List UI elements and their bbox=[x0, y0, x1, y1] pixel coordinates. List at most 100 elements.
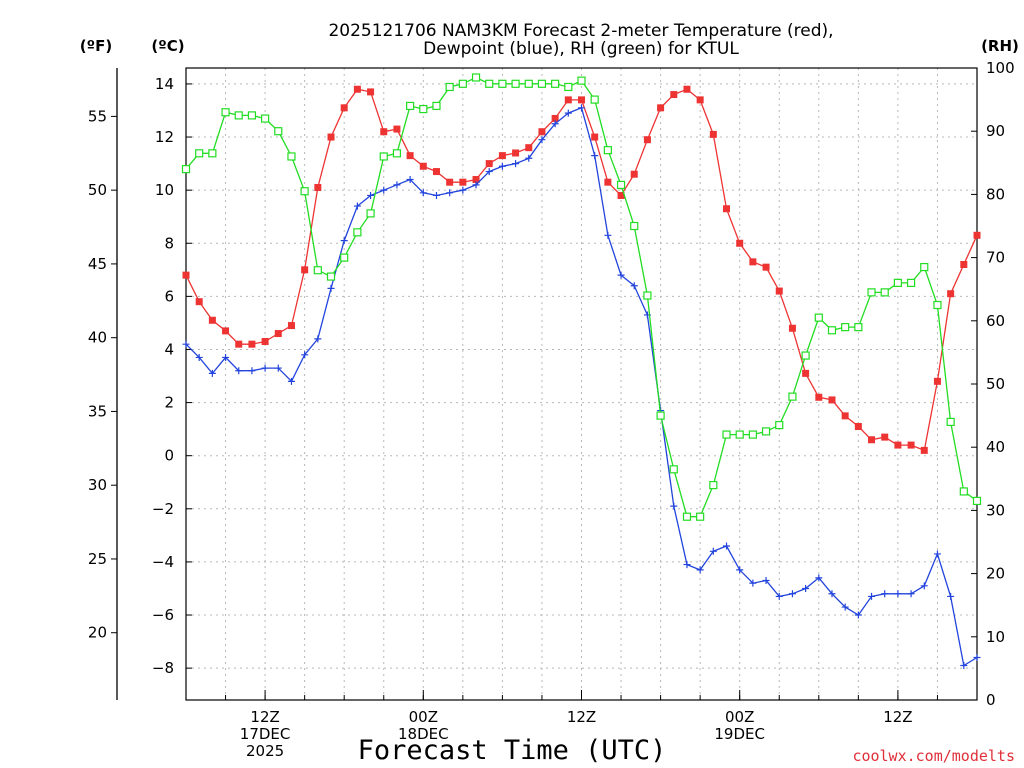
celsius-tick-label: 4 bbox=[164, 340, 174, 358]
fahrenheit-tick-label: 35 bbox=[88, 402, 107, 420]
temperature-point bbox=[353, 85, 361, 93]
dewpoint-point bbox=[208, 369, 216, 377]
x-tick-label: 17DEC bbox=[240, 725, 291, 743]
temperature-point bbox=[208, 316, 216, 324]
dewpoint-point bbox=[485, 168, 493, 176]
series-temperature bbox=[182, 85, 981, 454]
rh-point bbox=[181, 165, 191, 174]
celsius-tick-label: −2 bbox=[152, 500, 174, 518]
rh-axis-unit: (RH) bbox=[981, 37, 1019, 55]
temperature-point bbox=[380, 128, 388, 136]
rh-point bbox=[735, 430, 744, 439]
temperature-point bbox=[933, 377, 941, 385]
temperature-point bbox=[828, 396, 836, 404]
temperature-point bbox=[670, 91, 678, 99]
rh-point bbox=[946, 417, 955, 427]
rh-point bbox=[406, 101, 415, 111]
temperature-point bbox=[406, 152, 414, 160]
rh-point bbox=[775, 420, 784, 430]
dewpoint-point bbox=[670, 502, 678, 510]
x-axis-label: Forecast Time (UTC) bbox=[358, 735, 667, 766]
rh-tick-label: 100 bbox=[986, 59, 1015, 77]
temperature-point bbox=[459, 178, 467, 186]
rh-tick-label: 50 bbox=[986, 375, 1005, 393]
rh-point bbox=[366, 209, 375, 218]
dewpoint-point bbox=[709, 547, 717, 555]
rh-tick-label: 30 bbox=[986, 501, 1005, 519]
x-tick-label: 18DEC bbox=[398, 725, 449, 743]
rh-point bbox=[722, 430, 731, 439]
dewpoint-point bbox=[498, 162, 506, 170]
rh-point bbox=[748, 430, 757, 439]
temperature-point bbox=[617, 191, 625, 199]
temperature-point bbox=[788, 324, 796, 332]
temperature-point bbox=[802, 369, 810, 377]
dewpoint-point bbox=[973, 654, 981, 662]
rh-point bbox=[669, 465, 678, 474]
x-tick-label: 12Z bbox=[567, 708, 596, 726]
rh-point bbox=[537, 79, 547, 88]
rh-point bbox=[959, 487, 968, 496]
temperature-point bbox=[947, 290, 955, 298]
dewpoint-point bbox=[630, 282, 638, 290]
dewpoint-point bbox=[920, 582, 928, 590]
x-tick-label: 2025 bbox=[246, 742, 284, 760]
fahrenheit-tick-label: 30 bbox=[88, 476, 107, 494]
rh-point bbox=[287, 152, 296, 161]
rh-point bbox=[788, 392, 797, 401]
temperature-point bbox=[657, 104, 665, 112]
rh-point bbox=[551, 79, 560, 88]
rh-point bbox=[432, 101, 441, 111]
rh-point bbox=[471, 73, 481, 82]
temperature-point bbox=[591, 133, 599, 141]
dewpoint-point bbox=[525, 154, 533, 162]
chart-title-line-1: 2025121706 NAM3KM Forecast 2-meter Tempe… bbox=[328, 21, 833, 41]
temperature-point bbox=[551, 114, 559, 122]
temperature-point bbox=[696, 96, 704, 104]
rh-point bbox=[893, 278, 903, 287]
dewpoint-point bbox=[802, 584, 810, 592]
rh-point bbox=[326, 272, 336, 281]
rh-tick-label: 70 bbox=[986, 249, 1005, 267]
rh-point bbox=[379, 152, 388, 161]
rh-point bbox=[340, 253, 349, 262]
temperature-point bbox=[736, 239, 744, 247]
dewpoint-point bbox=[591, 152, 599, 160]
dewpoint-point bbox=[182, 340, 190, 348]
temperature-point bbox=[762, 263, 770, 271]
temperature-point bbox=[182, 271, 190, 279]
temperature-point bbox=[419, 162, 427, 170]
celsius-tick-label: −6 bbox=[152, 606, 174, 624]
fahrenheit-axis-unit: (ºF) bbox=[80, 37, 112, 55]
temperature-point bbox=[973, 231, 981, 239]
temperature-point bbox=[485, 160, 493, 168]
rh-point bbox=[485, 79, 494, 88]
temperature-point bbox=[723, 205, 731, 213]
dewpoint-point bbox=[828, 590, 836, 598]
dewpoint-point bbox=[406, 176, 414, 184]
dewpoint-point bbox=[907, 590, 915, 598]
rh-point bbox=[630, 221, 639, 231]
temperature-point bbox=[894, 441, 902, 449]
rh-tick-label: 20 bbox=[986, 565, 1005, 583]
dewpoint-point bbox=[960, 661, 968, 669]
dewpoint-point bbox=[301, 351, 309, 359]
rh-point bbox=[577, 76, 586, 85]
celsius-tick-label: 14 bbox=[155, 75, 174, 93]
dewpoint-point bbox=[815, 574, 823, 582]
dewpoint-point bbox=[380, 186, 388, 194]
temperature-point bbox=[775, 287, 783, 295]
temperature-point bbox=[327, 133, 335, 141]
temperature-point bbox=[287, 322, 295, 330]
dewpoint-point bbox=[788, 590, 796, 598]
celsius-tick-label: 8 bbox=[164, 234, 174, 252]
plot-frame bbox=[185, 67, 978, 701]
rh-point bbox=[498, 79, 507, 88]
temperature-point bbox=[301, 266, 309, 274]
rh-point bbox=[247, 111, 257, 120]
x-tick-label: 00Z bbox=[409, 708, 438, 726]
rh-point bbox=[643, 291, 652, 300]
rh-point bbox=[392, 149, 402, 158]
temperature-point bbox=[630, 170, 638, 178]
temperature-point bbox=[960, 261, 968, 269]
